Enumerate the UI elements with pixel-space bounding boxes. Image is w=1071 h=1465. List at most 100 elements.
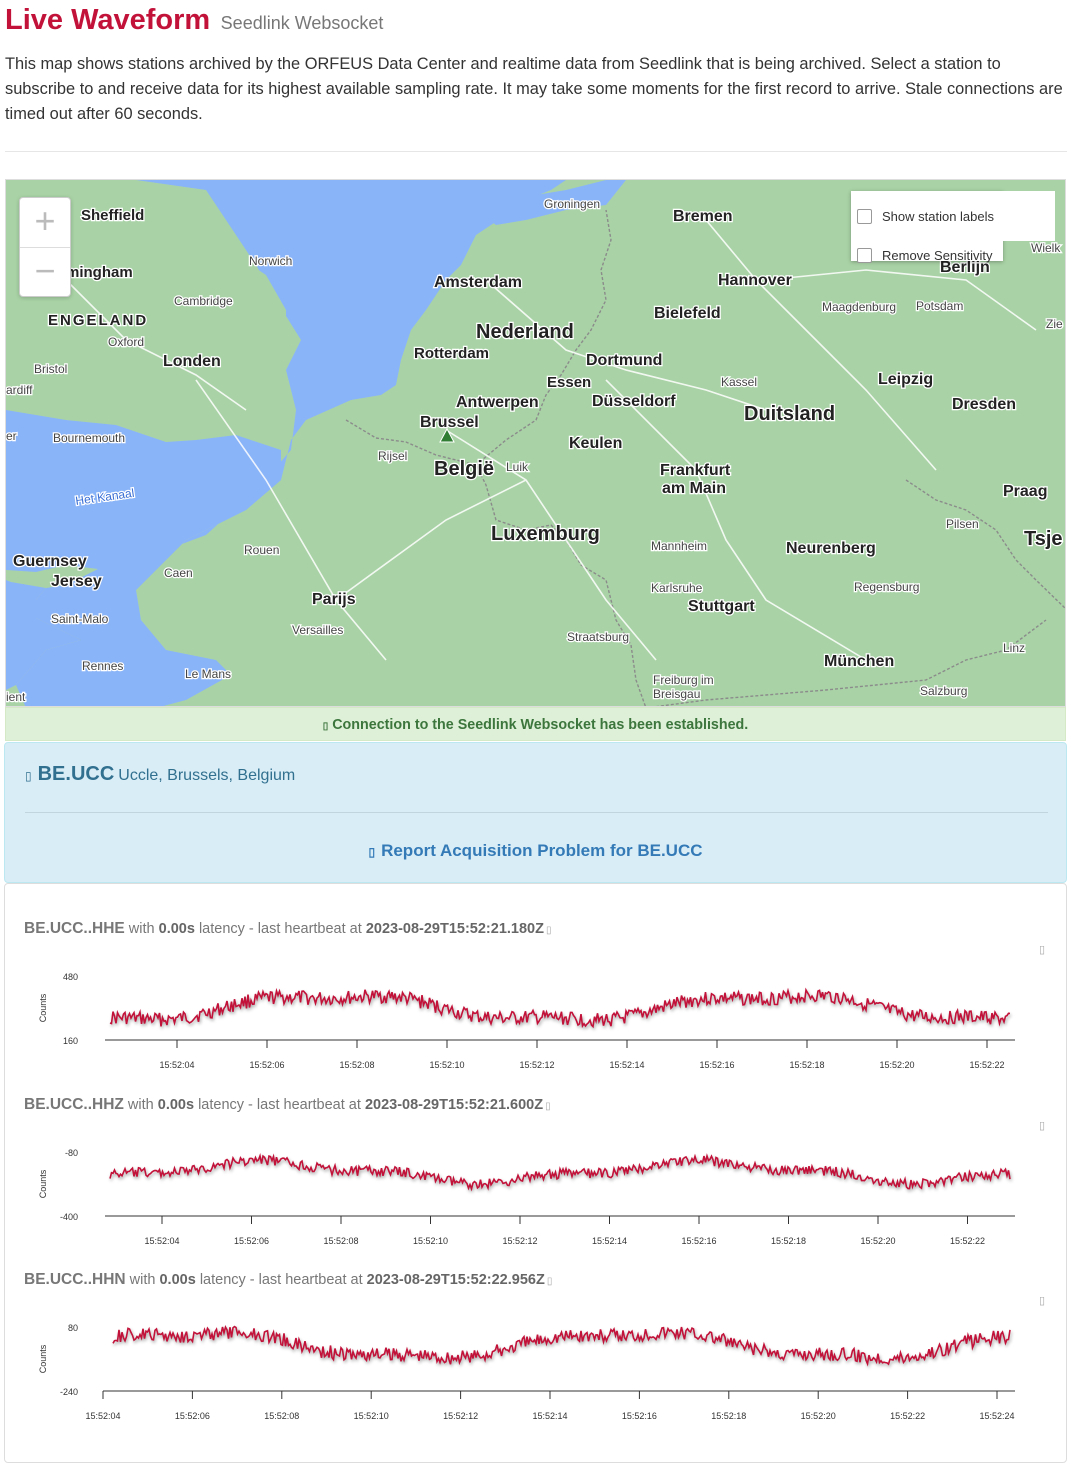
station-description: Uccle, Brussels, Belgium [118,767,296,784]
x-tick-label: 15:52:20 [860,1236,895,1246]
x-tick-label: 15:52:18 [771,1236,806,1246]
station-info-panel: ▯ BE.UCC Uccle, Brussels, Belgium ▯ Report … [4,742,1067,883]
remove-sensitivity-option[interactable]: Remove Sensitivity [857,248,993,263]
page-subtitle: Seedlink Websocket [220,13,384,33]
map-label: Bielefeld [654,305,721,322]
y-max-label: 80 [68,1323,78,1333]
map-label: Bristol [34,362,67,376]
latency-text: latency - last heartbeat at [199,1272,363,1288]
waveforms-panel: BE.UCC..HHE with 0.00s latency - last he… [4,883,1067,1463]
x-tick-label: 15:52:22 [969,1060,1004,1070]
x-tick-label: 15:52:10 [413,1236,448,1246]
map-label: Antwerpen [456,394,539,411]
show-labels-label: Show station labels [882,209,995,224]
map-label: Guernsey [13,553,87,570]
map-label: Luik [506,460,529,474]
roads [65,219,1037,661]
wadden-sea [476,180,626,225]
map-label: Duitsland [744,403,835,425]
y-min-label: 160 [63,1036,78,1046]
report-problem-link[interactable]: ▯ Report Acquisition Problem for BE.UCC [5,841,1066,861]
x-tick-label: 15:52:06 [175,1411,210,1421]
page-header: Live Waveform Seedlink Websocket [5,4,383,37]
x-tick-label: 15:52:08 [339,1060,374,1070]
page-title: Live Waveform [5,4,211,36]
map-label: ardiff [6,383,33,397]
map-label: Bremen [673,208,733,225]
map-label: Stuttgart [688,598,755,615]
map-canvas[interactable]: Sheffield mingham Norwich Cambridge ENGELAND… [6,180,1066,707]
station-heading: ▯ BE.UCC Uccle, Brussels, Belgium [25,763,295,786]
y-axis-label: Counts [38,1344,48,1373]
expand-icon[interactable]: ▯ [1038,1295,1045,1307]
map-label: Sheffield [81,207,144,224]
map-label: Parijs [312,591,356,608]
x-tick-label: 15:52:06 [249,1060,284,1070]
map-label: Versailles [292,623,343,637]
x-tick-label: 15:52:24 [979,1411,1014,1421]
map-label: Breisgau [653,687,700,701]
x-tick-label: 15:52:14 [592,1236,627,1246]
x-tick-label: 15:52:10 [429,1060,464,1070]
heartbeat-time: 2023-08-29T15:52:22.956Z [366,1272,545,1288]
y-min-label: -240 [60,1387,78,1397]
station-map[interactable]: Sheffield mingham Norwich Cambridge ENGELAND… [5,179,1066,707]
channel-name: BE.UCC..HHE [24,920,125,937]
report-problem-label: Report Acquisition Problem for BE.UCC [381,841,703,860]
x-tick-label: 15:52:16 [681,1236,716,1246]
trace-header: BE.UCC..HHZ with 0.00s latency - last he… [24,1096,551,1114]
latency-text: latency - last heartbeat at [198,1097,361,1113]
with-text: with [128,921,155,937]
show-labels-option[interactable]: Show station labels [857,209,994,224]
map-label: Leipzig [878,371,933,388]
remove-sensitivity-checkbox[interactable] [857,248,872,263]
waveform-chart: Counts -80 -400 15:52:04 15:52:06 15:52:08 15:… [38,1148,1015,1246]
waveform-chart: Counts 480 160 15:52:04 15:52:06 15:52:08 15:5… [38,972,1015,1070]
clock-icon: ▯ [545,925,552,936]
map-label: Rijsel [378,449,407,463]
map-label: Rouen [244,543,279,557]
x-tick-label: 15:52:12 [519,1060,554,1070]
map-label: Berlijn [940,259,990,276]
north-sea [16,180,566,706]
trace-hhz: BE.UCC..HHZ with 0.00s latency - last he… [5,1096,1066,1266]
map-label: Potsdam [916,299,963,313]
map-label: België [434,458,494,480]
map-label: Linz [1003,641,1025,655]
map-label: Karlsruhe [651,581,703,595]
map-label: Rennes [82,659,123,673]
expand-icon[interactable]: ▯ [1038,1120,1045,1132]
x-tick-label: 15:52:08 [264,1411,299,1421]
latency-value: 0.00s [158,921,195,937]
zoom-separator [20,247,70,248]
waveform-chart: Counts 80 -240 15:52:04 15:52:06 15:52:08 15:5… [38,1323,1015,1421]
y-min-label: -400 [60,1212,78,1222]
check-icon: ▯ [322,721,329,732]
map-label: Düsseldorf [592,393,676,410]
zoom-out-button[interactable]: − [34,250,56,291]
x-tick-label: 15:52:22 [890,1411,925,1421]
x-tick-label: 15:52:20 [879,1060,914,1070]
station-marker[interactable] [439,427,455,443]
trace-hhn: BE.UCC..HHN with 0.00s latency - last he… [5,1271,1066,1461]
zoom-in-button[interactable]: + [34,200,56,241]
intro-text: This map shows stations archived by the … [5,55,1063,123]
channel-name: BE.UCC..HHZ [24,1096,124,1113]
alert-text: Connection to the Seedlink Websocket has… [332,717,749,733]
expand-icon[interactable]: ▯ [1038,944,1045,956]
map-label: Londen [163,353,221,370]
y-max-label: -80 [65,1148,78,1158]
map-label: Frankfurt [660,462,731,479]
map-label: Hannover [718,272,792,289]
map-label: Maagdenburg [822,300,896,314]
map-label: Cambridge [174,294,233,308]
heartbeat-time: 2023-08-29T15:52:21.180Z [365,921,544,937]
x-tick-label: 15:52:12 [502,1236,537,1246]
map-label: Mannheim [651,539,707,553]
map-label: mingham [66,264,133,281]
map-label: Praag [1003,483,1047,500]
show-labels-checkbox[interactable] [857,209,872,224]
station-divider [25,812,1048,813]
clock-icon: ▯ [546,1276,553,1287]
map-label: Straatsburg [567,630,629,644]
